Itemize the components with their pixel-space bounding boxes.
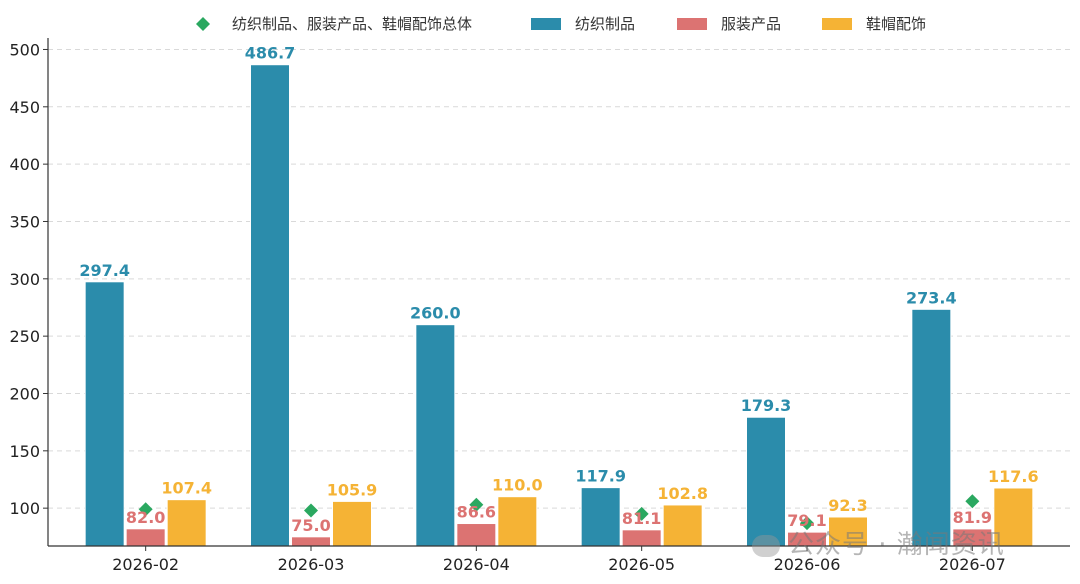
y-tick-label: 250 [9, 327, 40, 346]
watermark-text: 公众号 · 瀚闻资讯 [788, 530, 1005, 560]
bar-1 [746, 416, 786, 547]
y-tick-label: 300 [9, 270, 40, 289]
legend-marker-overall [196, 17, 210, 31]
data-label-1: 297.4 [79, 261, 130, 280]
y-tick-label: 450 [9, 98, 40, 117]
data-label-1: 260.0 [410, 304, 461, 323]
legend: 纺织制品、服装产品、鞋帽配饰总体 纺织制品 服装产品 鞋帽配饰 [196, 15, 926, 33]
x-tick-label: 2026-05 [608, 555, 675, 574]
data-label-1: 179.3 [741, 396, 792, 415]
bars [84, 64, 1034, 547]
y-tick-label: 200 [9, 384, 40, 403]
data-label-2: 86.6 [457, 503, 496, 522]
bar-1 [415, 324, 456, 547]
data-label-2: 79.1 [787, 511, 826, 530]
data-label-3: 102.8 [657, 484, 708, 503]
y-tick-label: 400 [9, 155, 40, 174]
legend-swatch-1 [531, 18, 561, 30]
data-label-1: 486.7 [245, 44, 296, 63]
bar-1 [911, 308, 952, 547]
bar-3 [332, 500, 372, 547]
overall-marker [304, 503, 318, 518]
bar-1 [250, 64, 290, 547]
data-labels: 297.4 82.0 107.4 486.7 75.0 105.9 260.0 86.6 110… [79, 44, 1038, 535]
x-tick-label: 2026-03 [278, 555, 345, 574]
y-tick-label: 500 [9, 40, 40, 59]
watermark: 公众号 · 瀚闻资讯 [752, 524, 1005, 561]
data-label-3: 117.6 [988, 467, 1039, 486]
bar-3 [497, 496, 538, 547]
bar-2 [291, 536, 331, 547]
bar-2 [456, 523, 497, 547]
y-tick-label: 100 [9, 499, 40, 518]
legend-swatch-3 [822, 18, 852, 30]
overall-marker [634, 506, 649, 521]
legend-label-3: 鞋帽配饰 [866, 15, 926, 33]
bar-2 [125, 528, 166, 547]
legend-swatch-2 [677, 18, 707, 30]
data-label-1: 117.9 [575, 467, 626, 486]
data-label-2: 81.1 [622, 509, 661, 528]
overall-marker [469, 497, 484, 512]
data-label-1: 273.4 [906, 288, 957, 307]
axes: 100 150 200 250 300 350 400 450 500 2026-02 2026-0… [9, 38, 1070, 574]
wechat-icon [752, 534, 780, 557]
bar-3 [166, 499, 207, 547]
bar-3 [993, 487, 1034, 547]
bar-1 [580, 487, 621, 547]
bar-3 [662, 504, 703, 547]
legend-label-overall: 纺织制品、服装产品、鞋帽配饰总体 [232, 15, 472, 33]
x-tick-label: 2026-07 [939, 555, 1006, 574]
x-tick-label: 2026-02 [112, 555, 179, 574]
overall-marker [965, 494, 980, 509]
data-label-3: 110.0 [492, 476, 543, 495]
overall-marker [800, 516, 814, 531]
data-label-3: 105.9 [327, 480, 378, 499]
x-tick-label: 2026-04 [443, 555, 510, 574]
data-label-3: 107.4 [161, 479, 212, 498]
x-tick-label: 2026-06 [774, 555, 841, 574]
y-tick-label: 150 [9, 442, 40, 461]
bar-1 [84, 281, 125, 547]
data-label-2: 81.9 [953, 508, 992, 527]
data-label-2: 75.0 [291, 516, 330, 535]
y-tick-label: 350 [9, 212, 40, 231]
bar-2 [621, 529, 662, 547]
data-label-3: 92.3 [828, 496, 867, 515]
legend-label-2: 服装产品 [721, 15, 781, 33]
overall-marker [138, 502, 153, 517]
overall-markers [138, 494, 980, 531]
bar-3 [828, 516, 868, 547]
data-label-2: 82.0 [126, 508, 165, 527]
legend-label-1: 纺织制品 [575, 15, 635, 33]
